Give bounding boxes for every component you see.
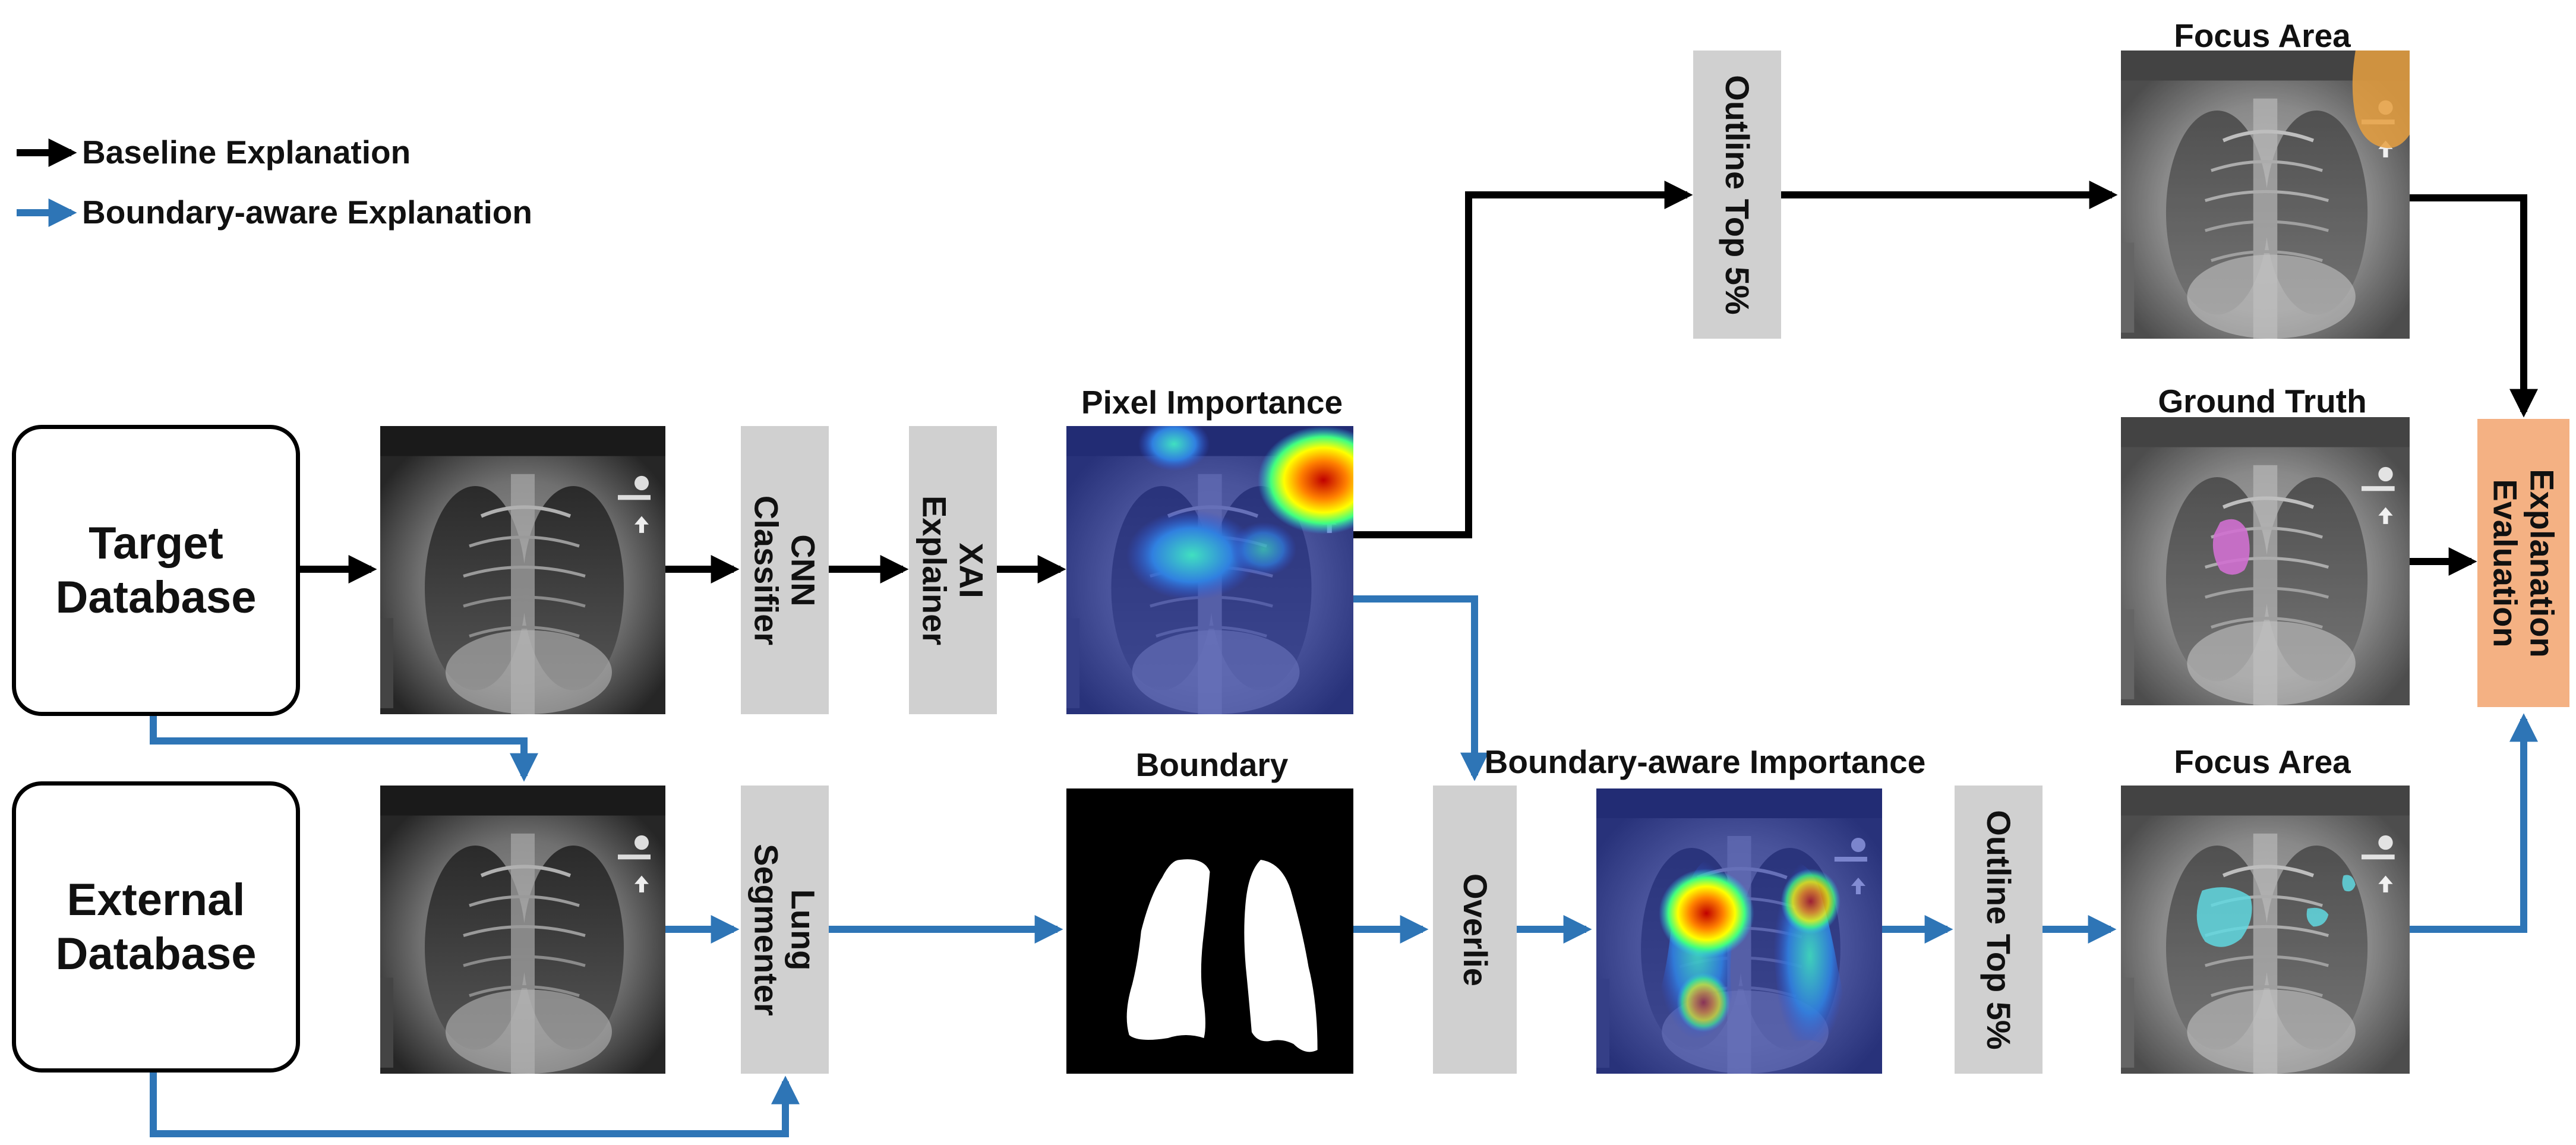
explanation-evaluation-box: Explanation Evaluation	[2477, 419, 2569, 707]
external-xray-image	[380, 786, 665, 1074]
focus-area-boundary-image	[2121, 786, 2410, 1074]
focus-area-label-top: Focus Area	[2174, 17, 2351, 54]
focus-area-label-bottom: Focus Area	[2174, 743, 2351, 780]
boundary-mask-image	[1066, 788, 1353, 1074]
baseline-arrows	[297, 181, 2538, 583]
outline-top-box-lower: Outline Top 5%	[1955, 786, 2043, 1074]
legend-boundary-label: Boundary-aware Explanation	[82, 194, 532, 231]
overlie-text: Overlie	[1456, 873, 1494, 986]
outline-top-text-upper: Outline Top 5%	[1718, 74, 1756, 315]
cnn-classifier-line2: Classifier	[748, 495, 785, 645]
cnn-classifier-line1: CNN	[784, 534, 822, 607]
focus-area-baseline-image	[2121, 51, 2410, 339]
lung-segmenter-line2: Segmenter	[748, 843, 785, 1016]
ground-truth-image	[2121, 417, 2410, 705]
outline-top-box-upper: Outline Top 5%	[1693, 51, 1781, 339]
lung-segmenter-box: Lung Segmenter	[741, 786, 829, 1074]
lung-segmenter-line1: Lung	[784, 889, 822, 970]
target-xray-image	[380, 426, 665, 714]
external-database-line1: External	[67, 874, 245, 925]
boundary-aware-importance-label: Boundary-aware Importance	[1484, 743, 1926, 780]
xai-explainer-line2: Explainer	[916, 495, 954, 645]
pixel-importance-heatmap	[1066, 426, 1353, 714]
xai-explainer-box: XAI Explainer	[909, 426, 997, 714]
target-database-line1: Target	[89, 518, 223, 569]
cnn-classifier-box: CNN Classifier	[741, 426, 829, 714]
ground-truth-label: Ground Truth	[2158, 383, 2367, 419]
overlie-box: Overlie	[1433, 786, 1517, 1074]
boundary-aware-heatmap	[1596, 788, 1882, 1074]
legend-baseline-label: Baseline Explanation	[82, 134, 411, 171]
target-database-line2: Database	[55, 572, 257, 623]
explanation-evaluation-line1: Explanation	[2523, 468, 2561, 658]
pixel-importance-label: Pixel Importance	[1081, 384, 1343, 421]
legend-arrows	[17, 138, 77, 227]
outline-top-text-lower: Outline Top 5%	[1980, 809, 2018, 1050]
external-database-box: External Database	[12, 781, 300, 1073]
external-database-line2: Database	[55, 929, 257, 979]
boundary-label: Boundary	[1135, 746, 1289, 783]
boundary-arrows	[150, 595, 2538, 1137]
target-database-box: Target Database	[12, 425, 300, 716]
explanation-evaluation-line2: Evaluation	[2486, 478, 2524, 648]
xai-explainer-line1: XAI	[952, 542, 990, 598]
